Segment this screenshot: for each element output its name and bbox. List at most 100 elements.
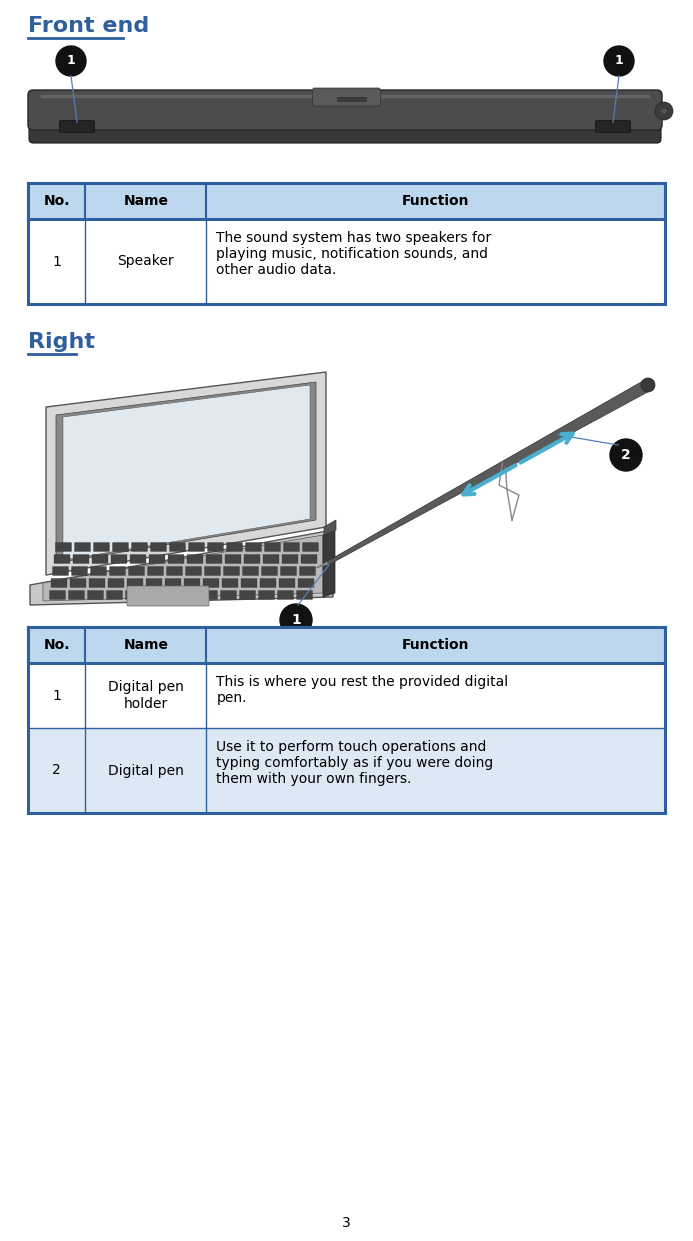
- FancyBboxPatch shape: [28, 218, 85, 304]
- FancyBboxPatch shape: [146, 578, 162, 587]
- Text: 1: 1: [615, 55, 624, 67]
- Polygon shape: [30, 530, 333, 606]
- FancyBboxPatch shape: [164, 591, 179, 599]
- Text: Right: Right: [28, 333, 95, 352]
- FancyBboxPatch shape: [245, 542, 261, 551]
- FancyBboxPatch shape: [207, 182, 665, 218]
- Text: 3: 3: [342, 1216, 351, 1230]
- FancyBboxPatch shape: [75, 542, 91, 551]
- FancyBboxPatch shape: [207, 218, 665, 304]
- FancyBboxPatch shape: [145, 591, 161, 599]
- FancyBboxPatch shape: [85, 182, 207, 218]
- FancyBboxPatch shape: [297, 591, 313, 599]
- Text: Function: Function: [402, 194, 469, 208]
- Text: 2: 2: [621, 448, 631, 462]
- FancyBboxPatch shape: [149, 555, 165, 563]
- FancyBboxPatch shape: [108, 578, 124, 587]
- Circle shape: [661, 108, 667, 114]
- FancyBboxPatch shape: [130, 555, 146, 563]
- FancyBboxPatch shape: [595, 120, 631, 133]
- Text: Function: Function: [402, 638, 469, 652]
- FancyBboxPatch shape: [51, 578, 67, 587]
- Circle shape: [56, 46, 86, 76]
- Text: This is where you rest the provided digital
pen.: This is where you rest the provided digi…: [216, 675, 509, 705]
- FancyBboxPatch shape: [182, 591, 198, 599]
- Polygon shape: [63, 385, 310, 560]
- FancyBboxPatch shape: [69, 591, 85, 599]
- FancyBboxPatch shape: [220, 591, 236, 599]
- Text: Front end: Front end: [28, 16, 149, 36]
- FancyBboxPatch shape: [207, 627, 665, 663]
- Text: Name: Name: [123, 638, 168, 652]
- FancyBboxPatch shape: [243, 566, 258, 576]
- Text: Speaker: Speaker: [118, 254, 174, 268]
- FancyBboxPatch shape: [265, 542, 281, 551]
- FancyBboxPatch shape: [207, 542, 224, 551]
- FancyBboxPatch shape: [240, 591, 256, 599]
- Text: 2: 2: [52, 763, 61, 778]
- FancyBboxPatch shape: [170, 542, 186, 551]
- FancyBboxPatch shape: [49, 591, 66, 599]
- Circle shape: [655, 102, 673, 120]
- Text: 1: 1: [291, 613, 301, 627]
- FancyBboxPatch shape: [85, 218, 207, 304]
- Circle shape: [604, 46, 634, 76]
- FancyBboxPatch shape: [281, 566, 297, 576]
- FancyBboxPatch shape: [89, 578, 105, 587]
- FancyBboxPatch shape: [54, 555, 70, 563]
- FancyBboxPatch shape: [303, 542, 319, 551]
- Text: 1: 1: [52, 254, 61, 268]
- FancyBboxPatch shape: [55, 542, 71, 551]
- FancyBboxPatch shape: [91, 566, 107, 576]
- FancyBboxPatch shape: [244, 555, 260, 563]
- FancyBboxPatch shape: [202, 591, 218, 599]
- FancyBboxPatch shape: [94, 542, 109, 551]
- FancyBboxPatch shape: [73, 555, 89, 563]
- Polygon shape: [316, 561, 329, 568]
- FancyBboxPatch shape: [222, 578, 238, 587]
- FancyBboxPatch shape: [206, 555, 222, 563]
- FancyBboxPatch shape: [283, 542, 299, 551]
- Polygon shape: [46, 372, 326, 575]
- FancyBboxPatch shape: [203, 578, 219, 587]
- FancyBboxPatch shape: [224, 566, 240, 576]
- FancyBboxPatch shape: [279, 578, 295, 587]
- Text: 1: 1: [67, 55, 76, 67]
- FancyBboxPatch shape: [28, 627, 85, 663]
- Polygon shape: [323, 530, 335, 597]
- FancyBboxPatch shape: [207, 728, 665, 813]
- FancyBboxPatch shape: [186, 566, 202, 576]
- Text: No.: No.: [44, 638, 70, 652]
- FancyBboxPatch shape: [184, 578, 200, 587]
- FancyBboxPatch shape: [28, 91, 662, 130]
- Text: Use it to perform touch operations and
typing comfortably as if you were doing
t: Use it to perform touch operations and t…: [216, 740, 493, 787]
- FancyBboxPatch shape: [313, 88, 380, 105]
- FancyBboxPatch shape: [112, 542, 128, 551]
- FancyBboxPatch shape: [241, 578, 257, 587]
- FancyBboxPatch shape: [351, 97, 367, 102]
- FancyBboxPatch shape: [165, 578, 181, 587]
- FancyBboxPatch shape: [337, 97, 356, 102]
- FancyBboxPatch shape: [263, 555, 279, 563]
- FancyBboxPatch shape: [60, 120, 94, 133]
- FancyBboxPatch shape: [188, 542, 204, 551]
- FancyBboxPatch shape: [85, 663, 207, 728]
- FancyBboxPatch shape: [187, 555, 203, 563]
- FancyBboxPatch shape: [277, 591, 294, 599]
- FancyBboxPatch shape: [258, 591, 274, 599]
- Polygon shape: [327, 380, 651, 565]
- FancyBboxPatch shape: [28, 728, 85, 813]
- FancyBboxPatch shape: [70, 578, 86, 587]
- Circle shape: [610, 439, 642, 472]
- FancyBboxPatch shape: [227, 542, 243, 551]
- FancyBboxPatch shape: [111, 555, 127, 563]
- Polygon shape: [56, 382, 316, 563]
- FancyBboxPatch shape: [298, 578, 314, 587]
- FancyBboxPatch shape: [92, 555, 108, 563]
- FancyBboxPatch shape: [132, 542, 148, 551]
- Text: Name: Name: [123, 194, 168, 208]
- Text: No.: No.: [44, 194, 70, 208]
- FancyBboxPatch shape: [128, 566, 145, 576]
- Circle shape: [641, 379, 655, 392]
- Text: Digital pen
holder: Digital pen holder: [108, 680, 184, 711]
